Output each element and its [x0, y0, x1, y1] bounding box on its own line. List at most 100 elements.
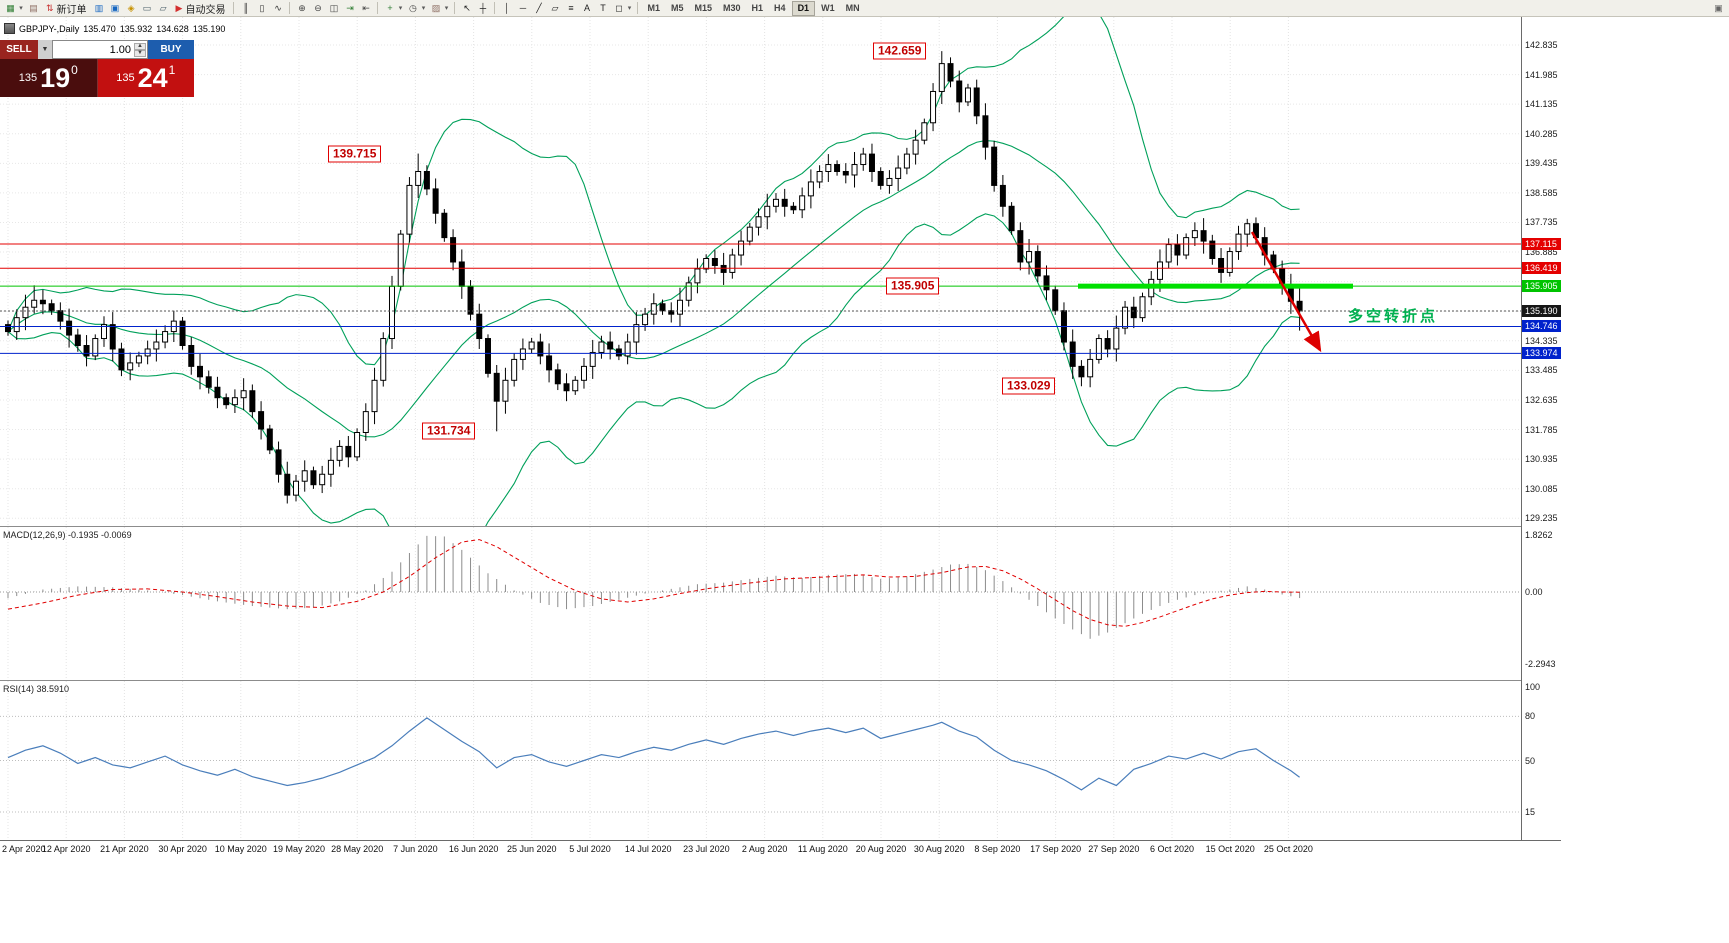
buy-price-display[interactable]: 135 24 1 — [96, 59, 194, 97]
navigator-icon[interactable]: ◈ — [127, 2, 135, 13]
periods-dropdown[interactable]: ▾ — [421, 5, 426, 12]
vertical-line-icon[interactable]: │ — [504, 3, 510, 13]
crosshair-icon[interactable]: ┼ — [479, 3, 487, 13]
new-order-button[interactable]: ⇅ 新订单 — [42, 2, 91, 16]
price-label-object[interactable]: 133.029 — [1002, 377, 1056, 395]
timeframe-m1-button[interactable]: M1 — [647, 3, 660, 13]
terminal-icon[interactable]: ▭ — [142, 2, 152, 13]
price-tick-label: 134.335 — [1525, 335, 1558, 346]
timeframe-m30-button[interactable]: M30 — [723, 3, 741, 13]
trend-arrow-object[interactable] — [1250, 231, 1322, 353]
new-chart-icon[interactable]: ▦ — [6, 2, 15, 13]
volume-spinner[interactable]: ▲ ▼ — [134, 42, 146, 57]
support-line-object[interactable] — [1078, 283, 1353, 289]
price-tag: 136.419 — [1522, 262, 1561, 275]
zoom-in-icon[interactable]: ⊕ — [298, 2, 306, 13]
candle-body — [720, 264, 727, 273]
candle-body — [1113, 327, 1120, 350]
candle-body — [825, 164, 832, 172]
candle-body — [868, 153, 875, 172]
candle-body — [511, 358, 518, 381]
rsi-canvas[interactable] — [0, 681, 1521, 840]
shapes-dropdown[interactable]: ▾ — [627, 5, 632, 12]
panel-separator[interactable] — [0, 526, 1561, 527]
volume-up-icon[interactable]: ▲ — [134, 42, 146, 50]
candle-body — [319, 473, 326, 486]
macd-tick-label: 1.8262 — [1525, 530, 1553, 541]
candle-body — [999, 184, 1006, 207]
price-tick-label: 129.235 — [1525, 513, 1558, 524]
volume-down-icon[interactable]: ▼ — [134, 49, 146, 57]
candle-body — [607, 341, 614, 350]
templates-dropdown[interactable]: ▾ — [444, 5, 449, 12]
date-tick-label: 25 Jun 2020 — [507, 844, 557, 854]
auto-trading-button[interactable]: ▶ 自动交易 — [172, 2, 230, 16]
toolbar-separator — [494, 2, 496, 14]
macd-canvas[interactable] — [0, 527, 1521, 680]
new-chart-dropdown[interactable]: ▾ — [19, 5, 23, 12]
label-icon[interactable]: T — [600, 3, 606, 13]
price-label-object[interactable]: 139.715 — [328, 145, 382, 163]
turning-point-note[interactable]: 多空转折点 — [1348, 308, 1439, 325]
overflow-icon[interactable]: ▣ — [1714, 2, 1723, 13]
channel-icon[interactable]: ▱ — [551, 2, 559, 13]
order-type-dropdown[interactable]: ▼ — [38, 40, 52, 59]
horizontal-line-icon[interactable]: ─ — [519, 3, 527, 13]
chart-shift-icon[interactable]: ⇤ — [362, 2, 370, 13]
sell-price-display[interactable]: 135 19 0 — [0, 59, 97, 97]
line-chart-icon[interactable]: ∿ — [274, 2, 282, 13]
price-label-object[interactable]: 131.734 — [422, 422, 476, 440]
panel-separator[interactable] — [0, 680, 1561, 681]
timeframe-h1-button[interactable]: H1 — [751, 3, 764, 13]
bar-chart-icon[interactable]: ║ — [242, 3, 250, 13]
timeframe-w1-button[interactable]: W1 — [821, 3, 835, 13]
volume-input[interactable]: 1.00 ▲ ▼ — [52, 40, 148, 59]
price-label-object[interactable]: 142.659 — [873, 42, 927, 60]
zoom-out-icon[interactable]: ⊖ — [314, 2, 322, 13]
date-tick-label: 2 Apr 2020 — [2, 844, 46, 854]
volume-value: 1.00 — [109, 43, 132, 56]
time-scale[interactable]: 2 Apr 2020 12 Apr 2020 21 Apr 2020 30 Apr 2… — [0, 840, 1561, 857]
timeframe-m5-button[interactable]: M5 — [670, 3, 684, 13]
candle-body — [127, 362, 134, 371]
cursor-icon[interactable]: ↖ — [463, 2, 471, 13]
price-scale[interactable]: 142.835 141.985 141.135 140.285 139.435 138.5… — [1521, 17, 1561, 840]
text-icon[interactable]: A — [583, 3, 590, 13]
trendline-icon[interactable]: ╱ — [536, 2, 542, 13]
fibonacci-icon[interactable]: ≡ — [568, 3, 574, 13]
candle-body — [57, 310, 64, 322]
timeframe-m15-button[interactable]: M15 — [694, 3, 713, 13]
timeframe-h4-button[interactable]: H4 — [774, 3, 786, 13]
toolbar-separator — [289, 2, 291, 14]
candle-body — [580, 365, 587, 381]
price-label-object[interactable]: 135.905 — [886, 277, 940, 295]
candle-body — [188, 344, 195, 367]
main-chart-panel[interactable]: GBPJPY-,Daily 135.470 135.932 134.628 13… — [0, 17, 1521, 526]
timeframe-d1-button[interactable]: D1 — [791, 0, 816, 16]
market-watch-icon[interactable]: ▥ — [94, 2, 104, 13]
rsi-panel[interactable]: RSI(14) 38.5910 — [0, 681, 1521, 840]
price-chart-canvas[interactable] — [0, 17, 1521, 526]
candle-body — [266, 428, 273, 451]
indicators-dropdown[interactable]: ▾ — [398, 5, 403, 12]
date-tick-label: 28 May 2020 — [331, 844, 384, 854]
auto-scroll-icon[interactable]: ⇥ — [346, 2, 354, 13]
buy-button[interactable]: BUY — [148, 40, 194, 59]
candle-body — [74, 334, 81, 346]
candlestick-chart-icon[interactable]: ▯ — [259, 2, 265, 13]
candle-body — [1218, 257, 1225, 273]
profiles-icon[interactable]: ▤ — [29, 2, 38, 13]
periods-icon[interactable]: ◷ — [409, 2, 417, 13]
macd-panel[interactable]: MACD(12,26,9) -0.1935 -0.0069 — [0, 527, 1521, 680]
indicators-icon[interactable]: + — [387, 3, 393, 13]
price-tick-label: 133.485 — [1525, 365, 1558, 376]
strategy-tester-icon[interactable]: ▱ — [159, 2, 167, 13]
ohlc-open: 135.470 — [83, 23, 116, 34]
shapes-icon[interactable]: ◻ — [615, 2, 623, 13]
candle-body — [589, 351, 596, 367]
timeframe-mn-button[interactable]: MN — [845, 3, 860, 13]
tile-windows-icon[interactable]: ◫ — [329, 2, 339, 13]
data-window-icon[interactable]: ▣ — [110, 2, 120, 13]
templates-icon[interactable]: ▨ — [431, 2, 441, 13]
sell-button[interactable]: SELL — [0, 40, 38, 59]
